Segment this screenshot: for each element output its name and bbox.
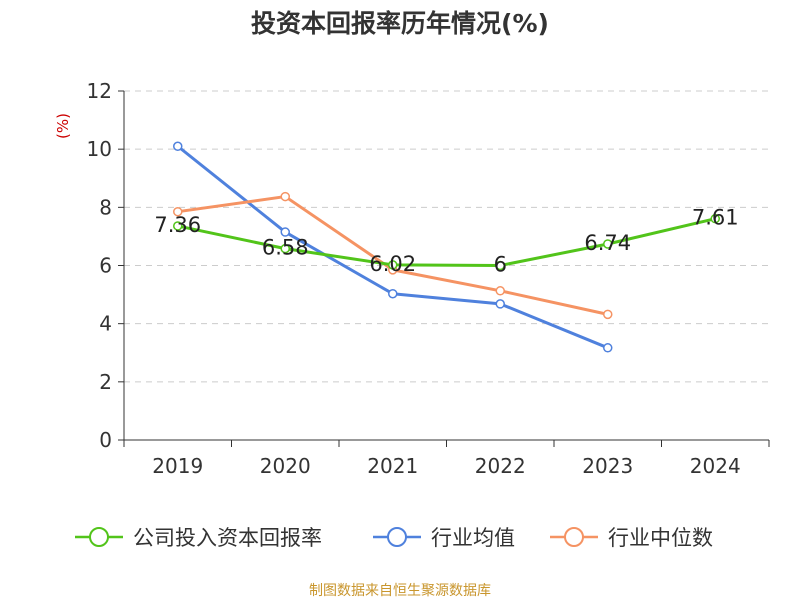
- y-tick-label: 6: [99, 254, 112, 278]
- data-point: [603, 309, 613, 320]
- y-tick-label: 10: [87, 137, 112, 161]
- data-label: 6.02: [369, 252, 416, 276]
- y-axis-label: (%): [54, 113, 72, 139]
- data-point: [603, 343, 613, 353]
- source-note: 制图数据来自恒生聚源数据库: [309, 583, 491, 599]
- data-labels: 7.36 6.58 6.02 6 6.74 7.61: [154, 206, 738, 277]
- axes: 0 2 4 6 8 10 12 (%) 2019 2020 2021 2022 2023 2024: [54, 79, 770, 478]
- data-point: [710, 213, 720, 224]
- data-label: 6: [494, 253, 507, 277]
- data-point: [280, 227, 290, 237]
- x-tick-label: 2024: [690, 454, 741, 478]
- legend-label-2: 行业中位数: [608, 526, 713, 550]
- data-point: [495, 286, 505, 296]
- y-tick-label: 8: [99, 195, 112, 219]
- chart-title: 投资本回报率历年情况(%): [251, 9, 549, 38]
- data-point: [388, 288, 398, 299]
- data-point: [603, 239, 613, 249]
- y-tick-label: 4: [99, 312, 112, 336]
- data-point: [173, 221, 183, 231]
- y-tick-label: 12: [87, 79, 112, 103]
- x-tick-label: 2021: [367, 454, 418, 478]
- legend-marker-0: [89, 527, 109, 547]
- legend-marker-2: [564, 527, 584, 547]
- data-label: 7.61: [692, 206, 739, 230]
- y-tick-label: 0: [99, 428, 112, 452]
- data-label: 7.36: [154, 213, 201, 237]
- y-tick-label: 2: [99, 370, 112, 394]
- legend-label-1: 行业均值: [431, 526, 515, 550]
- data-label: 6.74: [584, 231, 631, 255]
- data-point: [280, 191, 290, 202]
- data-point: [173, 206, 183, 217]
- data-point: [280, 243, 290, 254]
- x-tick-label: 2020: [260, 454, 311, 478]
- legend: 公司投入资本回报率 行业均值 行业中位数: [75, 526, 713, 550]
- data-label: 6.58: [262, 236, 309, 260]
- series-line-1: [176, 145, 609, 350]
- data-point: [173, 141, 183, 152]
- x-tick-label: 2019: [152, 454, 203, 478]
- x-tick-label: 2023: [582, 454, 633, 478]
- series-lines: [173, 141, 720, 353]
- data-point: [495, 260, 505, 271]
- data-point: [388, 260, 398, 270]
- series-line-0: [177, 217, 716, 267]
- legend-marker-1: [387, 527, 407, 547]
- x-tick-label: 2022: [475, 454, 526, 478]
- legend-label-0: 公司投入资本回报率: [133, 526, 322, 550]
- data-point: [495, 299, 505, 309]
